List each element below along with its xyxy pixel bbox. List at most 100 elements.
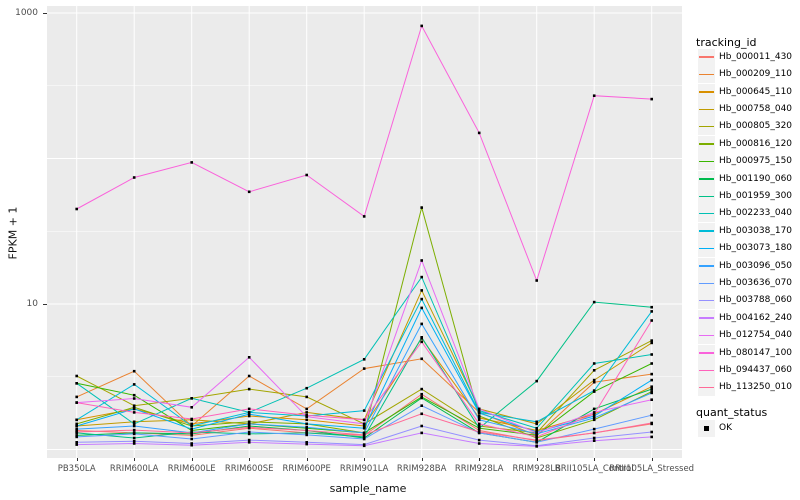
x-tick-mark (479, 458, 481, 461)
x-tick-mark (191, 458, 193, 461)
legend-line-swatch (699, 369, 714, 372)
data-point (305, 413, 308, 417)
legend-item-label: Hb_003788_060 (719, 295, 793, 306)
x-tick-mark (594, 458, 596, 461)
data-point (75, 382, 78, 385)
x-tick-mark (134, 458, 136, 461)
legend-item-Hb_000011_430: Hb_000011_430 (698, 48, 798, 66)
legend-item-Hb_003096_050: Hb_003096_050 (698, 257, 798, 275)
data-point (305, 418, 308, 422)
y-tick-label: 10 (26, 299, 38, 309)
x-tick-mark (249, 458, 251, 461)
legend-item-label: Hb_000758_040 (719, 104, 793, 114)
legend-item-label: Hb_000011_430 (719, 51, 793, 62)
legend-key-box (698, 170, 715, 188)
data-point (592, 369, 596, 372)
legend-key-box (698, 362, 715, 379)
legend-line-swatch (699, 195, 714, 198)
legend-line-swatch (699, 299, 714, 302)
x-axis-title: sample_name (329, 482, 407, 495)
data-point (362, 424, 366, 428)
legend-item-label: OK (719, 423, 732, 433)
data-point (477, 416, 481, 420)
data-point (477, 426, 481, 430)
data-point (535, 420, 538, 424)
data-point (362, 367, 366, 370)
data-point (75, 207, 78, 211)
legend-item-label: Hb_000209_110 (719, 69, 793, 80)
legend-item-Hb_000816_120: Hb_000816_120 (698, 135, 798, 153)
data-point (477, 409, 481, 412)
data-point (420, 24, 423, 28)
data-point (75, 424, 78, 428)
data-point (190, 427, 193, 431)
legend-item-Hb_113250_010: Hb_113250_010 (698, 379, 798, 397)
data-point (305, 411, 308, 414)
data-point (247, 422, 251, 426)
data-point (420, 336, 423, 339)
legend-key-box (698, 327, 715, 345)
data-point (305, 395, 308, 399)
data-point (477, 418, 481, 422)
data-point (592, 300, 596, 304)
data-point (75, 401, 78, 404)
legend-item-label: Hb_080147_100 (719, 347, 793, 358)
legend-line-swatch (699, 143, 714, 145)
data-point (420, 424, 423, 428)
legend-item-Hb_003073_180: Hb_003073_180 (698, 240, 798, 258)
data-point (305, 422, 308, 426)
legend-item-label: Hb_003038_170 (719, 225, 793, 236)
data-point (592, 412, 596, 416)
data-point (650, 341, 653, 345)
data-point (132, 407, 136, 411)
data-point (190, 406, 193, 409)
data-point (592, 418, 596, 422)
data-point (75, 435, 78, 439)
data-point (305, 415, 308, 418)
legend-item-label: Hb_003096_050 (719, 260, 793, 271)
data-point (190, 429, 193, 432)
data-point (190, 161, 193, 164)
legend-key-box (698, 275, 715, 292)
data-point (247, 412, 251, 416)
data-point (650, 305, 653, 309)
legend-item-label: Hb_004162_240 (719, 312, 793, 323)
data-point (650, 390, 653, 393)
data-point (477, 407, 481, 411)
data-point (75, 434, 78, 437)
data-point (190, 442, 193, 445)
x-tick-label-RRIM600PE: RRIM600PE (282, 464, 331, 474)
plot-panel (47, 6, 682, 458)
data-point (75, 395, 78, 399)
data-point (477, 414, 481, 418)
data-point (190, 417, 193, 421)
x-tick-mark (306, 458, 308, 461)
legend-item-label: Hb_003073_180 (719, 243, 793, 254)
legend-item-label: Hb_000805_320 (719, 121, 793, 132)
legend-item-Hb_002233_040: Hb_002233_040 (698, 205, 798, 223)
data-point (535, 438, 538, 442)
data-point (75, 430, 78, 434)
data-point (420, 206, 423, 209)
data-point (132, 393, 136, 397)
data-point (650, 421, 653, 425)
legend-line-swatch (699, 352, 714, 354)
data-point (132, 439, 136, 443)
legend-key-box (698, 240, 715, 258)
data-point (650, 391, 653, 395)
data-point (247, 438, 251, 442)
data-point (132, 424, 136, 428)
data-point (420, 412, 423, 416)
data-point (650, 372, 653, 376)
data-point (420, 275, 423, 279)
data-point (362, 358, 366, 361)
x-tick-mark (536, 458, 538, 461)
y-axis-title: FPKM + 1 (6, 206, 20, 260)
data-point (477, 424, 481, 428)
data-point (247, 411, 251, 414)
y-tick-mark (43, 304, 47, 305)
data-point (132, 420, 136, 424)
legend-line-swatch (699, 265, 714, 267)
legend-key-box (698, 420, 715, 437)
data-point (535, 431, 538, 435)
